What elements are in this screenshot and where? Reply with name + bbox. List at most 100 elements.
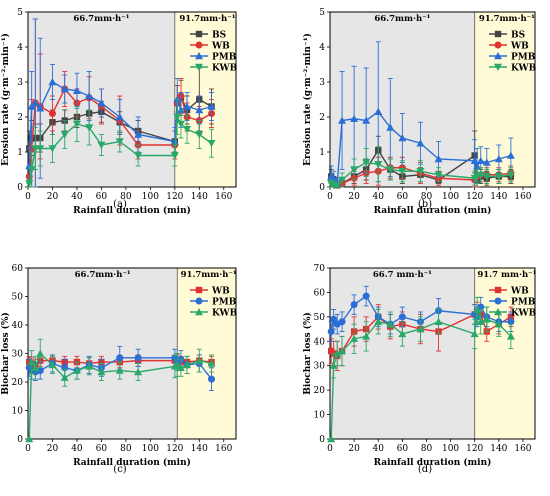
data-point [327,328,335,336]
legend-label: KWB [511,64,537,74]
y-tick-label: 40 [314,337,326,347]
legend-label: KWB [212,309,238,319]
data-point [72,120,81,128]
series-kwb [327,296,515,443]
y-tick-label: 4 [319,43,325,53]
data-point [134,368,143,376]
data-point [195,286,203,294]
x-tick-label: 100 [442,192,459,202]
phase-2-shade [474,12,535,187]
data-point [362,159,371,167]
data-point [434,317,443,325]
data-point [195,52,203,60]
data-point [350,301,358,309]
panel-label: (d) [418,464,432,475]
x-tick-label: 80 [120,192,132,202]
data-point [97,141,106,149]
data-point [48,360,57,369]
phase-2-shade [177,268,236,439]
legend-label: WB [211,287,230,297]
x-tick-label: 100 [142,444,159,454]
data-point [25,180,34,188]
legend-label: KWB [212,64,238,74]
phase-2-shade [174,12,236,187]
data-point [506,171,515,179]
data-point [48,78,57,86]
data-point [386,166,395,174]
x-tick-label: 20 [47,192,59,202]
data-point [507,318,515,326]
y-tick-label: 40 [12,321,24,331]
data-point [36,145,45,153]
data-point [115,138,124,146]
y-tick-label: 10 [12,407,24,417]
data-point [85,92,94,100]
data-point [398,313,406,321]
intensity-label-phase-2: 91.7 mm·h⁻¹ [477,270,536,280]
x-tick-label: 0 [327,192,333,202]
data-point [350,334,359,343]
y-tick-label: 3 [17,78,23,88]
y-axis-label: Erosion rate (g·m⁻²·min⁻¹) [0,33,11,166]
data-point [31,99,40,107]
x-tick-label: 80 [421,192,433,202]
data-point [115,113,124,121]
data-point [97,99,106,107]
data-point [327,435,336,443]
y-tick-label: 50 [314,313,326,323]
y-tick-label: 10 [314,411,326,421]
x-tick-label: 140 [191,444,208,454]
data-point [338,347,347,355]
legend-label: BS [511,31,525,41]
panel-b: 66.7mm·h⁻¹ 91.7mm·h⁻¹0 20 40 60 80 100 120 140 16… [302,8,537,216]
x-tick-label: 80 [421,444,433,454]
data-point [208,375,216,383]
intensity-label-phase-2: 91.7mm·h⁻¹ [181,270,237,280]
legend-label: WB [510,42,529,52]
data-point [27,166,36,174]
data-point [36,367,44,375]
y-tick-label: 30 [12,350,24,360]
data-point [195,356,204,364]
data-point [470,329,479,338]
y-tick-label: 60 [314,288,326,298]
panel-label: (a) [113,199,127,210]
data-point [333,182,342,190]
intensity-label-phase-1: 66.7 mm·h⁻¹ [373,270,432,280]
data-point [362,292,370,300]
y-tick-label: 0 [17,183,23,193]
y-tick-label: 60 [12,264,24,274]
data-point [494,320,503,328]
intensity-label-phase-2: 91.7mm·h⁻¹ [179,14,235,24]
data-point [97,368,106,376]
x-tick-label: 100 [142,192,159,202]
x-axis-label: Rainfall duration (min) [374,205,492,216]
data-point [170,137,179,145]
panel-label: (c) [113,464,127,475]
data-point [333,349,342,357]
data-point [494,30,502,38]
data-point [183,102,192,110]
y-tick-label: 5 [319,8,325,18]
x-tick-label: 100 [442,444,459,454]
data-point [195,106,204,114]
x-tick-label: 140 [490,192,507,202]
x-tick-label: 40 [373,192,385,202]
data-point [494,308,502,316]
legend-label: PMB [511,53,536,63]
panel-a: 66.7mm·h⁻¹ 91.7mm·h⁻¹0 20 40 60 80 100 120 140 16… [0,8,238,216]
y-tick-label: 1 [17,148,23,158]
data-point [482,173,491,181]
legend-label: PMB [212,53,237,63]
legend-label: WB [510,287,529,297]
data-point [27,358,36,366]
panel-c: 66.7mm·h⁻¹ 91.7mm·h⁻¹0 20 40 60 80 100 120 140 16… [0,264,238,475]
data-point [195,297,203,305]
data-point [329,361,338,369]
y-tick-label: 20 [314,386,326,396]
x-axis-label: Rainfall duration (min) [73,205,191,216]
intensity-label-phase-1: 66.7mm·h⁻¹ [75,270,131,280]
